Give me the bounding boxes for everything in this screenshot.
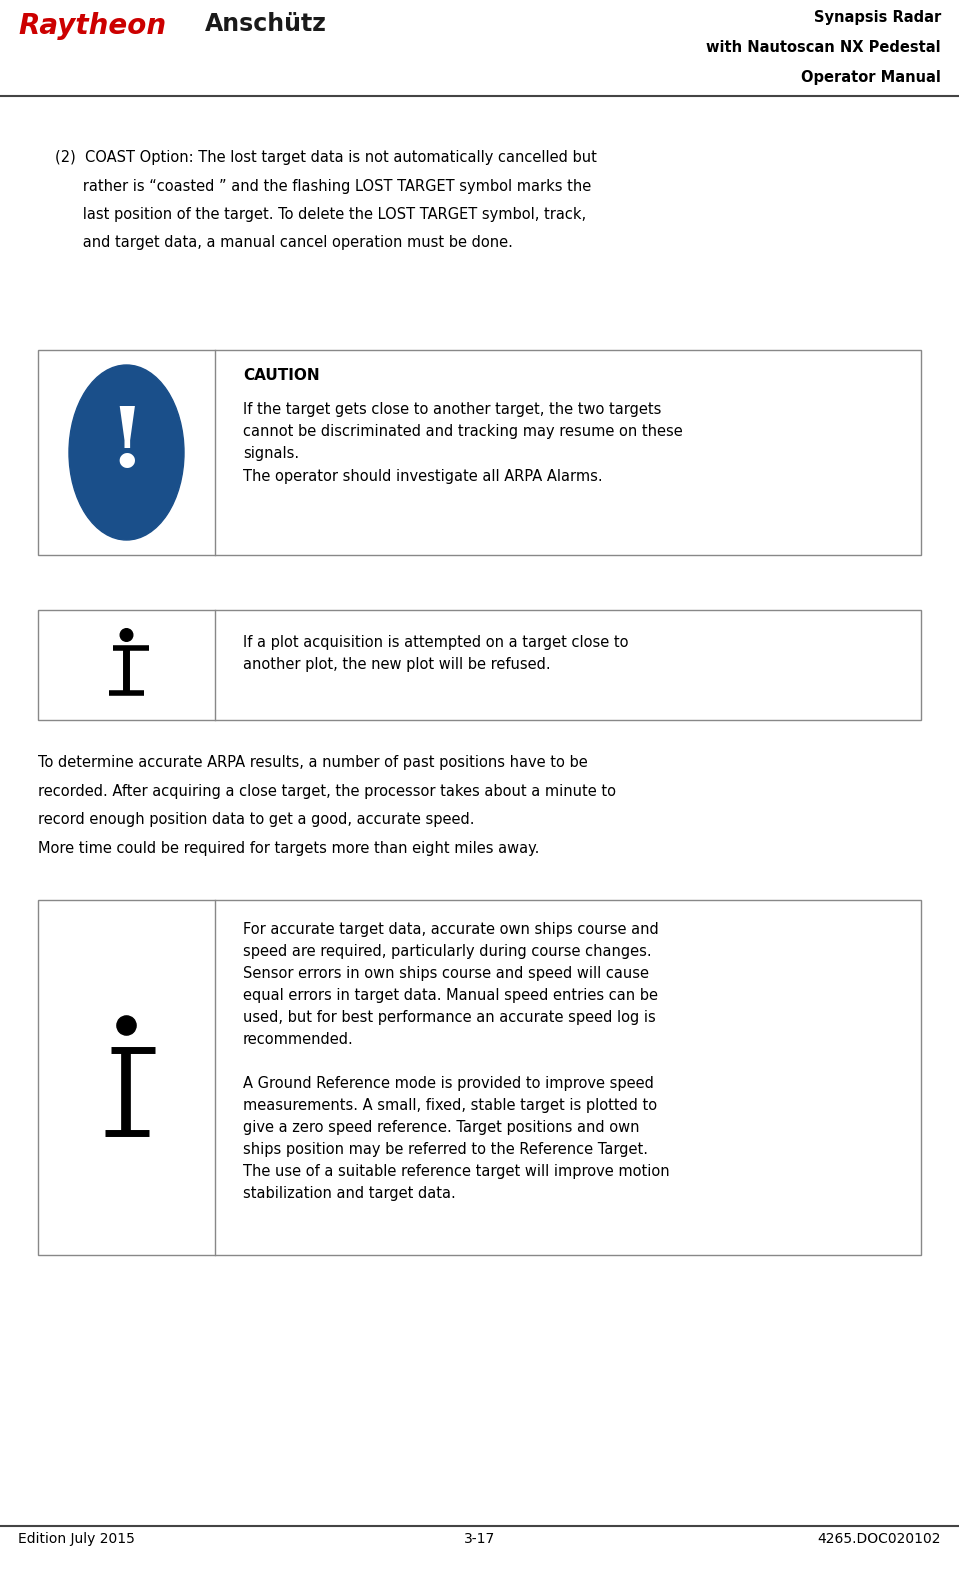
Text: 3-17: 3-17 bbox=[464, 1532, 495, 1546]
Text: To determine accurate ARPA results, a number of past positions have to be: To determine accurate ARPA results, a nu… bbox=[38, 756, 588, 770]
Text: Edition July 2015: Edition July 2015 bbox=[18, 1532, 135, 1546]
Text: 4265.DOC020102: 4265.DOC020102 bbox=[817, 1532, 941, 1546]
Text: record enough position data to get a good, accurate speed.: record enough position data to get a goo… bbox=[38, 811, 475, 827]
Text: For accurate target data, accurate own ships course and
speed are required, part: For accurate target data, accurate own s… bbox=[243, 923, 669, 1201]
Ellipse shape bbox=[117, 1017, 136, 1036]
Text: If a plot acquisition is attempted on a target close to
another plot, the new pl: If a plot acquisition is attempted on a … bbox=[243, 635, 628, 673]
Bar bbox=[38, 901, 921, 1255]
Text: Operator Manual: Operator Manual bbox=[801, 70, 941, 84]
Text: More time could be required for targets more than eight miles away.: More time could be required for targets … bbox=[38, 840, 539, 856]
Text: and target data, a manual cancel operation must be done.: and target data, a manual cancel operati… bbox=[55, 235, 513, 250]
Text: recorded. After acquiring a close target, the processor takes about a minute to: recorded. After acquiring a close target… bbox=[38, 783, 616, 799]
Text: If the target gets close to another target, the two targets
cannot be discrimina: If the target gets close to another targ… bbox=[243, 403, 683, 484]
Text: last position of the target. To delete the LOST TARGET symbol, track,: last position of the target. To delete t… bbox=[55, 207, 586, 223]
Text: rather is “coasted ” and the flashing LOST TARGET symbol marks the: rather is “coasted ” and the flashing LO… bbox=[55, 178, 592, 194]
Text: Raytheon: Raytheon bbox=[18, 13, 166, 40]
Text: with Nautoscan NX Pedestal: with Nautoscan NX Pedestal bbox=[707, 40, 941, 56]
Text: Anschütz: Anschütz bbox=[205, 13, 327, 37]
Ellipse shape bbox=[120, 628, 132, 641]
Text: (2)  COAST Option: The lost target data is not automatically cancelled but: (2) COAST Option: The lost target data i… bbox=[55, 150, 596, 165]
Ellipse shape bbox=[69, 364, 184, 539]
Text: !: ! bbox=[108, 404, 145, 485]
Bar bbox=[38, 609, 921, 721]
Text: Synapsis Radar: Synapsis Radar bbox=[814, 10, 941, 25]
Text: CAUTION: CAUTION bbox=[243, 368, 319, 383]
Bar bbox=[38, 350, 921, 555]
